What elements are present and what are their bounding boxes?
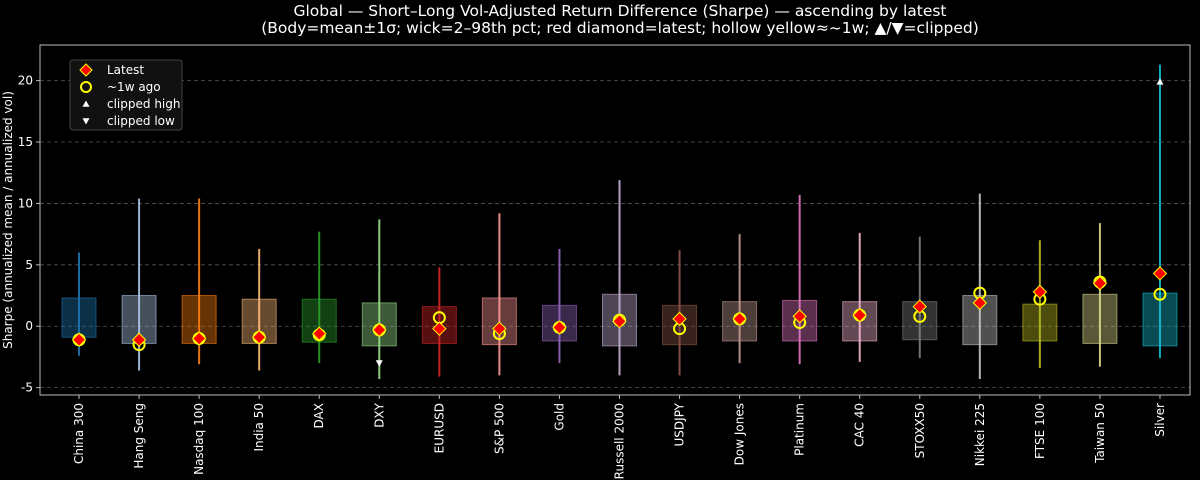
body: [962, 295, 998, 346]
latest-marker: [912, 299, 927, 314]
x-tick-label: Hang Seng: [132, 403, 146, 469]
latest-marker: [71, 332, 87, 347]
body: [602, 293, 637, 347]
latest-marker: [131, 332, 147, 347]
y-tick-label: 20: [18, 74, 33, 88]
legend-label: clipped low: [107, 114, 175, 128]
body: [1022, 303, 1058, 342]
x-tick-label: USDJPY: [673, 402, 687, 446]
latest-marker: [492, 321, 507, 336]
y-axis-label: Sharpe (annualized mean / annualized vol…: [1, 91, 15, 349]
chart-subtitle: (Body=mean±1σ; wick=2–98th pct; red diam…: [261, 19, 979, 37]
chart-title: Global — Short–Long Vol-Adjusted Return …: [293, 2, 946, 20]
latest-marker: [1092, 276, 1108, 291]
latest-marker: [552, 320, 567, 335]
latest-marker: [372, 322, 387, 338]
x-tick-label: S&P 500: [492, 403, 506, 454]
latest-marker: [1152, 266, 1168, 281]
x-tick-label: STOXX50: [913, 403, 927, 458]
x-tick-label: EURUSD: [432, 403, 446, 453]
latest-marker: [251, 330, 267, 345]
legend-marker: [82, 100, 90, 107]
legend-label: clipped high: [107, 97, 180, 111]
clipped-high-marker: [1156, 78, 1164, 85]
latest-marker: [972, 295, 988, 311]
body: [61, 297, 97, 338]
latest-marker: [732, 311, 747, 327]
latest-marker: [612, 314, 627, 329]
y-tick-label: -5: [21, 381, 33, 395]
body: [481, 297, 517, 346]
body: [1142, 292, 1178, 347]
x-tick-label: Russell 2000: [613, 403, 627, 479]
latest-marker: [432, 321, 447, 336]
y-tick-label: 15: [18, 135, 33, 149]
legend-label: Latest: [107, 63, 144, 77]
x-tick-label: CAC 40: [853, 403, 867, 447]
latest-marker: [852, 307, 867, 323]
legend-marker: [82, 118, 90, 125]
x-tick-label: Nasdaq 100: [192, 403, 206, 475]
y-tick-label: 0: [25, 319, 33, 333]
legend: Latest ~1w ago clipped high clipped low: [69, 59, 183, 131]
x-tick-label: Gold: [552, 403, 566, 431]
x-tick-label: Dow Jones: [733, 403, 747, 465]
plot-frame: [39, 44, 1191, 396]
x-tick-label: FTSE 100: [1033, 403, 1047, 459]
x-tick-label: DXY: [372, 402, 386, 427]
x-tick-label: Platinum: [793, 403, 807, 456]
legend-label: ~1w ago: [107, 80, 161, 94]
x-tick-label: China 300: [72, 403, 86, 464]
x-tick-label: Nikkei 225: [973, 403, 987, 466]
clipped-low-marker: [375, 360, 383, 367]
legend-marker: [80, 81, 92, 93]
latest-marker: [792, 309, 807, 324]
latest-marker: [1032, 284, 1048, 300]
x-tick-label: Silver: [1153, 403, 1167, 437]
body: [1082, 293, 1118, 344]
y-tick-label: 10: [18, 196, 33, 210]
latest-marker: [672, 311, 687, 327]
x-tick-label: DAX: [312, 403, 326, 428]
latest-marker: [312, 326, 327, 341]
latest-marker: [191, 331, 207, 346]
y-tick-label: 5: [25, 258, 33, 272]
legend-box: [69, 59, 183, 131]
x-tick-label: Taiwan 50: [1093, 403, 1107, 464]
x-tick-label: India 50: [252, 403, 266, 452]
week-ago-marker: [1153, 287, 1167, 301]
legend-marker: [79, 63, 93, 77]
